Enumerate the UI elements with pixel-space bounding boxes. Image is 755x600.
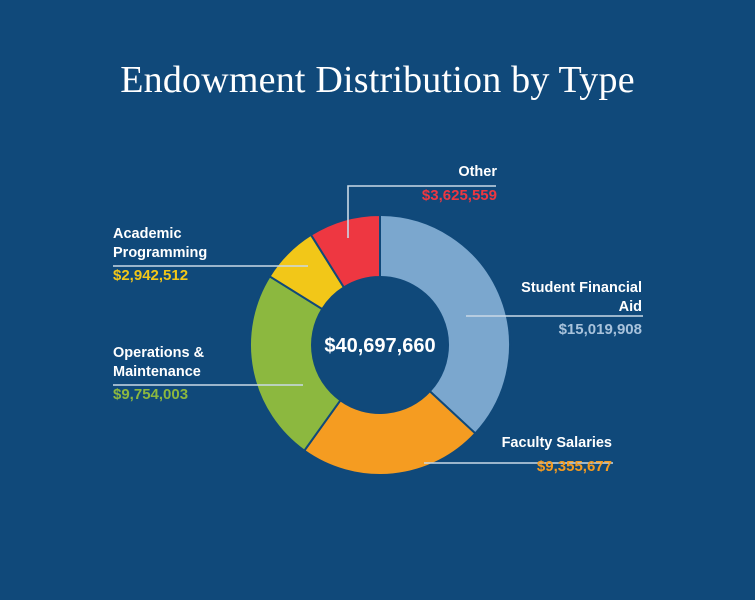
callout-operations-maintenance-label: Operations & Maintenance (113, 345, 205, 380)
callout-student-financial-aid-value: $15,019,908 (558, 321, 642, 339)
callout-faculty-salaries[interactable]: Faculty Salaries $9,355,677 (455, 434, 612, 476)
donut-segments (249, 213, 511, 476)
callout-academic-programming[interactable]: Academic Programming $2,942,512 (113, 225, 308, 285)
segment-operations-maintenance[interactable] (249, 274, 342, 453)
callout-other[interactable]: Other $3,625,559 (330, 163, 497, 205)
leader-lines (113, 185, 643, 464)
page-title: Endowment Distribution by Type (120, 59, 635, 101)
callout-student-financial-aid[interactable]: Student Financial Aid $15,019,908 (455, 279, 642, 339)
segment-student-financial-aid[interactable] (379, 213, 511, 435)
callout-other-label: Other (458, 164, 497, 180)
callout-operations-maintenance-value: $9,754,003 (113, 386, 189, 404)
segment-other[interactable] (309, 213, 381, 289)
callout-faculty-salaries-value: $9,355,677 (536, 457, 612, 475)
segment-faculty-salaries[interactable] (302, 389, 477, 476)
callout-academic-programming-value: $2,942,512 (113, 267, 189, 285)
callout-operations-maintenance[interactable]: Operations & Maintenance $9,754,003 (113, 344, 308, 404)
callout-academic-programming-label: Academic Programming (113, 226, 208, 261)
leader-line-other (347, 185, 496, 238)
center-total-value: $40,697,660 (324, 335, 435, 357)
callout-faculty-salaries-label: Faculty Salaries (501, 435, 612, 451)
callout-other-value: $3,625,559 (421, 186, 497, 204)
callout-student-financial-aid-label: Student Financial Aid (521, 280, 642, 315)
